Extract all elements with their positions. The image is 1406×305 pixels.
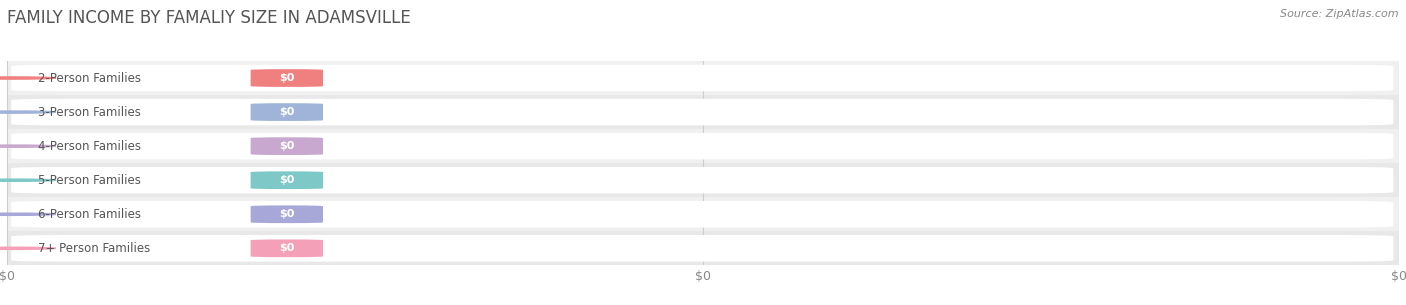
Text: $0: $0 <box>280 107 294 117</box>
Text: $0: $0 <box>280 73 294 83</box>
Circle shape <box>0 213 56 215</box>
Text: $0: $0 <box>280 243 294 253</box>
Text: 6-Person Families: 6-Person Families <box>38 208 141 221</box>
Circle shape <box>0 247 56 249</box>
FancyBboxPatch shape <box>11 99 1393 125</box>
Text: FAMILY INCOME BY FAMALIY SIZE IN ADAMSVILLE: FAMILY INCOME BY FAMALIY SIZE IN ADAMSVI… <box>7 9 411 27</box>
Text: 3-Person Families: 3-Person Families <box>38 106 141 119</box>
FancyBboxPatch shape <box>11 167 1393 193</box>
Circle shape <box>0 145 56 147</box>
Bar <box>7 197 1399 231</box>
FancyBboxPatch shape <box>250 205 323 223</box>
Bar <box>7 95 1399 129</box>
FancyBboxPatch shape <box>11 65 1393 91</box>
FancyBboxPatch shape <box>11 201 1393 228</box>
Bar <box>7 163 1399 197</box>
FancyBboxPatch shape <box>11 133 1393 160</box>
Text: $0: $0 <box>280 175 294 185</box>
Text: $0: $0 <box>280 141 294 151</box>
FancyBboxPatch shape <box>250 137 323 155</box>
Bar <box>7 129 1399 163</box>
Circle shape <box>0 179 56 181</box>
FancyBboxPatch shape <box>250 103 323 121</box>
FancyBboxPatch shape <box>250 239 323 257</box>
Text: 7+ Person Families: 7+ Person Families <box>38 242 150 255</box>
FancyBboxPatch shape <box>250 69 323 87</box>
Text: 2-Person Families: 2-Person Families <box>38 72 141 84</box>
Text: 4-Person Families: 4-Person Families <box>38 140 141 152</box>
FancyBboxPatch shape <box>11 235 1393 262</box>
Bar <box>7 61 1399 95</box>
Text: 5-Person Families: 5-Person Families <box>38 174 141 187</box>
Circle shape <box>0 77 56 79</box>
Bar <box>7 231 1399 265</box>
Text: $0: $0 <box>280 209 294 219</box>
Circle shape <box>0 111 56 113</box>
Text: Source: ZipAtlas.com: Source: ZipAtlas.com <box>1281 9 1399 19</box>
FancyBboxPatch shape <box>250 171 323 189</box>
